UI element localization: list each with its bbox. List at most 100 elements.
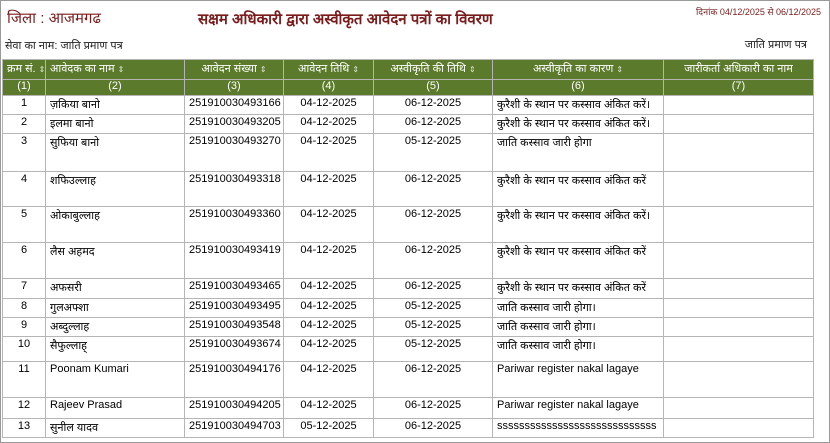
cell: 05-12-2025 bbox=[373, 133, 493, 172]
cell-text: अब्दुल्लाह bbox=[50, 321, 90, 333]
cell-text: 12 bbox=[17, 399, 31, 411]
cell: sssssssssssssssssssssssssssss bbox=[492, 418, 664, 438]
sort-icon[interactable]: ⇕ bbox=[117, 65, 125, 74]
cell-text: ज़किया बानो bbox=[50, 99, 100, 111]
cell-text: 1 bbox=[20, 97, 28, 109]
cell: 2 bbox=[2, 114, 46, 134]
cell: 05-12-2025 bbox=[373, 298, 493, 318]
cell-text: 06-12-2025 bbox=[404, 173, 462, 185]
cell-text: 06-12-2025 bbox=[404, 208, 462, 220]
service-label: जाति प्रमाण पत्र bbox=[744, 39, 807, 51]
cell: 04-12-2025 bbox=[283, 133, 374, 172]
cell: कुरैशी के स्थान पर कस्साव अंकित करें। bbox=[492, 206, 664, 243]
cell: कुरैशी के स्थान पर कस्साव अंकित करें। bbox=[492, 114, 664, 134]
cell-text: 06-12-2025 bbox=[404, 280, 462, 292]
cell: सैफुल्लाह् bbox=[45, 336, 185, 362]
cell-text: sssssssssssssssssssssssssssss bbox=[497, 420, 657, 432]
data-row: 1 ज़किया बानो 251910030493166 04-12-2025 06-… bbox=[2, 95, 814, 115]
cell-text: 251910030493205 bbox=[189, 116, 281, 128]
cell: 04-12-2025 bbox=[283, 242, 374, 279]
sort-icon[interactable]: ⇕ bbox=[38, 65, 46, 74]
cell: 06-12-2025 bbox=[373, 171, 493, 207]
cell: 1 bbox=[2, 95, 46, 115]
cell: 251910030494703 bbox=[184, 418, 284, 438]
cell: अफसरी bbox=[45, 278, 185, 299]
cell-text: सुनील यादव bbox=[50, 422, 99, 434]
cell-text: क्रम सं. bbox=[7, 63, 36, 75]
cell: 13 bbox=[2, 418, 46, 438]
cell: 05-12-2025 bbox=[373, 317, 493, 337]
cell-empty bbox=[663, 114, 814, 134]
cell: Pariwar register nakal lagaye bbox=[492, 361, 664, 398]
cell: कुरैशी के स्थान पर कस्साव अंकित करें bbox=[492, 171, 664, 207]
cell-text: 04-12-2025 bbox=[300, 363, 357, 375]
cell-text: गुलअफ्शा bbox=[50, 302, 89, 314]
cell-text: सैफुल्लाह् bbox=[50, 340, 88, 352]
cell: 5 bbox=[2, 206, 46, 243]
cell: जाति कस्साव जारी होगा bbox=[492, 133, 664, 172]
cell-text: 04-12-2025 bbox=[300, 399, 357, 411]
sort-icon[interactable]: ⇕ bbox=[616, 65, 624, 74]
cell-text: सुफिया बानो bbox=[50, 137, 100, 149]
cell-text: 9 bbox=[20, 319, 28, 331]
cell: 251910030493166 bbox=[184, 95, 284, 115]
cell-text: Pariwar register nakal lagaye bbox=[497, 363, 639, 375]
cell-text: 251910030494205 bbox=[189, 399, 281, 411]
data-row: 10 सैफुल्लाह् 251910030493674 04-12-2025 05-… bbox=[2, 336, 814, 362]
cell-text: 04-12-2025 bbox=[300, 173, 357, 185]
cell: 11 bbox=[2, 361, 46, 398]
cell-text: 06-12-2025 bbox=[404, 420, 462, 432]
column-header: जारीकर्ता अधिकारी का नाम bbox=[663, 59, 814, 80]
cell-text: (5) bbox=[426, 80, 440, 93]
data-row: 2 इलमा बानो 251910030493205 04-12-2025 06-12… bbox=[2, 114, 814, 134]
cell: 6 bbox=[2, 242, 46, 279]
cell: Rajeev Prasad bbox=[45, 397, 185, 419]
cell-empty bbox=[663, 298, 814, 318]
data-row: 5 ओकाबुल्लाह 251910030493360 04-12-2025 06-1… bbox=[2, 206, 814, 243]
cell: 06-12-2025 bbox=[373, 95, 493, 115]
cell-text: 06-12-2025 bbox=[404, 399, 462, 411]
sort-icon[interactable]: ⇕ bbox=[468, 65, 476, 74]
cell: 04-12-2025 bbox=[283, 206, 374, 243]
cell: 04-12-2025 bbox=[283, 171, 374, 207]
cell: 251910030494176 bbox=[184, 361, 284, 398]
cell: अब्दुल्लाह bbox=[45, 317, 185, 337]
cell-text: 06-12-2025 bbox=[404, 97, 462, 109]
cell-text: (4) bbox=[321, 80, 336, 93]
cell: कुरैशी के स्थान पर कस्साव अंकित करें। bbox=[492, 95, 664, 115]
cell-empty bbox=[663, 171, 814, 207]
cell: 10 bbox=[2, 336, 46, 362]
cell-text: 3 bbox=[20, 135, 28, 147]
cell: 06-12-2025 bbox=[373, 278, 493, 299]
cell-text: 13 bbox=[17, 420, 31, 432]
cell-empty bbox=[663, 336, 814, 362]
cell: गुलअफ्शा bbox=[45, 298, 185, 318]
cell: 04-12-2025 bbox=[283, 114, 374, 134]
cell: इलमा बानो bbox=[45, 114, 185, 134]
column-number: (1) bbox=[2, 79, 46, 96]
cell-text: 251910030493360 bbox=[189, 208, 281, 220]
cell: 06-12-2025 bbox=[373, 361, 493, 398]
cell-text: 04-12-2025 bbox=[300, 208, 357, 220]
cell: 06-12-2025 bbox=[373, 397, 493, 419]
data-row: 8 गुलअफ्शा 251910030493495 04-12-2025 05-12-… bbox=[2, 298, 814, 318]
cell-text: आवेदन तिथि bbox=[297, 63, 350, 75]
cell: लैस अहमद bbox=[45, 242, 185, 279]
cell-text: जाति कस्साव जारी होगा। bbox=[497, 302, 596, 314]
cell: 9 bbox=[2, 317, 46, 337]
cell: 04-12-2025 bbox=[283, 336, 374, 362]
cell-text: 251910030494176 bbox=[189, 363, 281, 375]
sort-icon[interactable]: ⇕ bbox=[352, 65, 360, 74]
cell-text: 251910030493674 bbox=[189, 338, 281, 350]
cell-text: (7) bbox=[731, 80, 746, 93]
cell-text: 4 bbox=[20, 173, 28, 185]
cell-text: 04-12-2025 bbox=[300, 97, 357, 109]
cell-text: कुरैशी के स्थान पर कस्साव अंकित करें। bbox=[497, 210, 651, 222]
sort-icon[interactable]: ⇕ bbox=[259, 65, 267, 74]
column-header: अस्वीकृति का कारण ⇕ bbox=[492, 59, 664, 80]
cell: कुरैशी के स्थान पर कस्साव अंकित करें bbox=[492, 242, 664, 279]
column-number: (5) bbox=[373, 79, 493, 96]
cell-text: 04-12-2025 bbox=[300, 300, 357, 312]
cell-text: ओकाबुल्लाह bbox=[50, 210, 100, 222]
column-number: (3) bbox=[184, 79, 284, 96]
